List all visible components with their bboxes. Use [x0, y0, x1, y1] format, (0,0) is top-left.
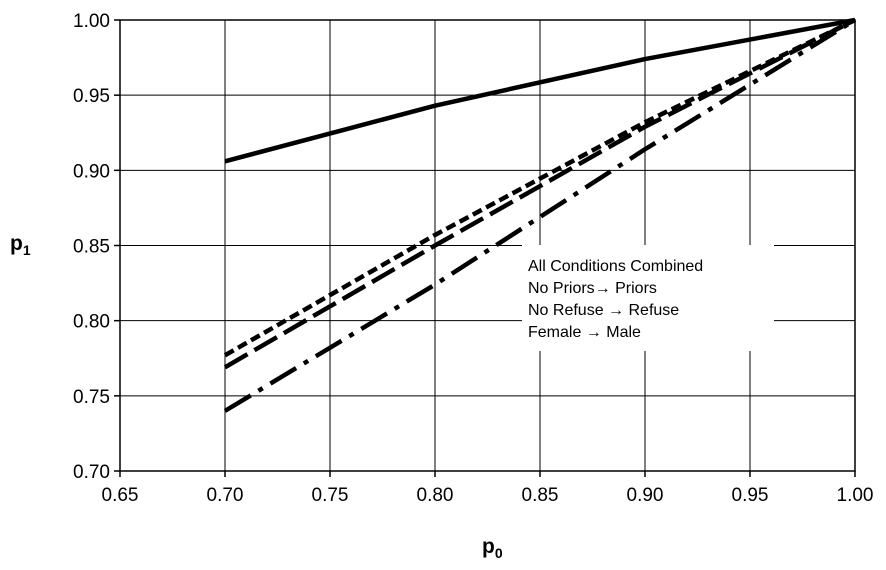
y-tick-label: 0.75	[73, 387, 110, 408]
y-axis-title: p1	[10, 232, 31, 258]
series-line-2	[223, 17, 857, 370]
y-tick-label: 0.80	[73, 312, 110, 333]
series-line-0	[224, 17, 856, 164]
x-tick-label: 1.00	[837, 485, 874, 506]
x-axis-title-main: p	[482, 535, 495, 558]
x-tick-label: 0.70	[207, 485, 244, 506]
y-tick-label: 0.70	[73, 462, 110, 483]
x-tick-label: 0.85	[522, 485, 559, 506]
y-tick-label: 0.85	[73, 237, 110, 258]
legend-entry-priors: No Priors→ Priors	[528, 280, 657, 297]
axis-ticks: 0.65 0.70 0.75 0.80 0.85 0.90 0.95 1.000.700.75…	[73, 11, 873, 506]
series-line-1	[223, 17, 856, 358]
x-tick-label: 0.95	[732, 485, 769, 506]
y-axis-title-subscript: 1	[23, 242, 31, 258]
legend-entry-gender: Female → Male	[528, 324, 641, 341]
x-axis-title-subscript: 0	[495, 545, 503, 561]
series-line-3	[223, 18, 857, 413]
y-tick-label: 1.00	[73, 11, 110, 32]
series-lines	[223, 17, 857, 413]
x-tick-label: 0.75	[312, 485, 349, 506]
y-tick-label: 0.90	[73, 161, 110, 182]
legend-box	[522, 245, 774, 351]
legend-entry-refuse: No Refuse → Refuse	[528, 302, 679, 319]
x-tick-label: 0.90	[627, 485, 664, 506]
x-tick-label: 0.65	[102, 485, 139, 506]
y-axis-title-main: p	[10, 232, 23, 255]
x-axis-title: p0	[482, 535, 503, 561]
legend-entry-all-conditions: All Conditions Combined	[528, 258, 703, 275]
x-tick-label: 0.80	[417, 485, 454, 506]
y-tick-label: 0.95	[73, 86, 110, 107]
